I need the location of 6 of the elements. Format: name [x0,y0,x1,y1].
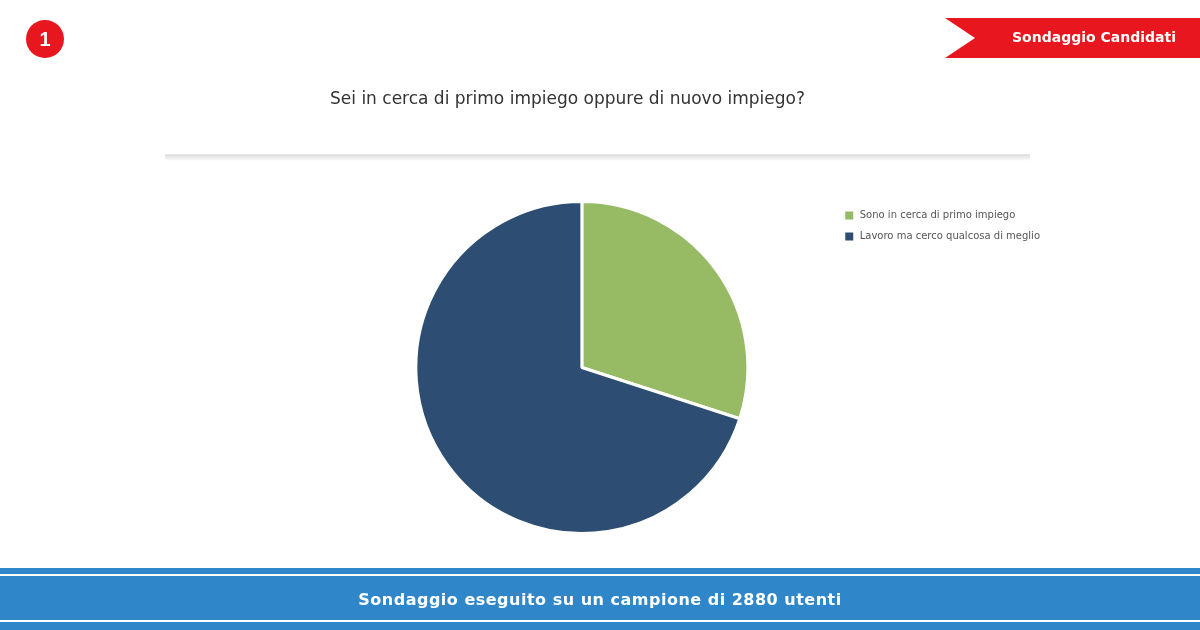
text: Sondaggio eseguito su un campione di 2880 utenti [357,590,843,609]
text: Sondaggio Candidati [1012,29,1176,45]
chart-title: Sei in cerca di primo impiego oppure di nuovo impiego? [330,88,805,108]
legend-label: Sono in cerca di primo impiego [859,209,1016,221]
legend-label: Lavoro ma cerco qualcosa di meglio [859,230,1041,242]
text: 1 [26,20,64,58]
